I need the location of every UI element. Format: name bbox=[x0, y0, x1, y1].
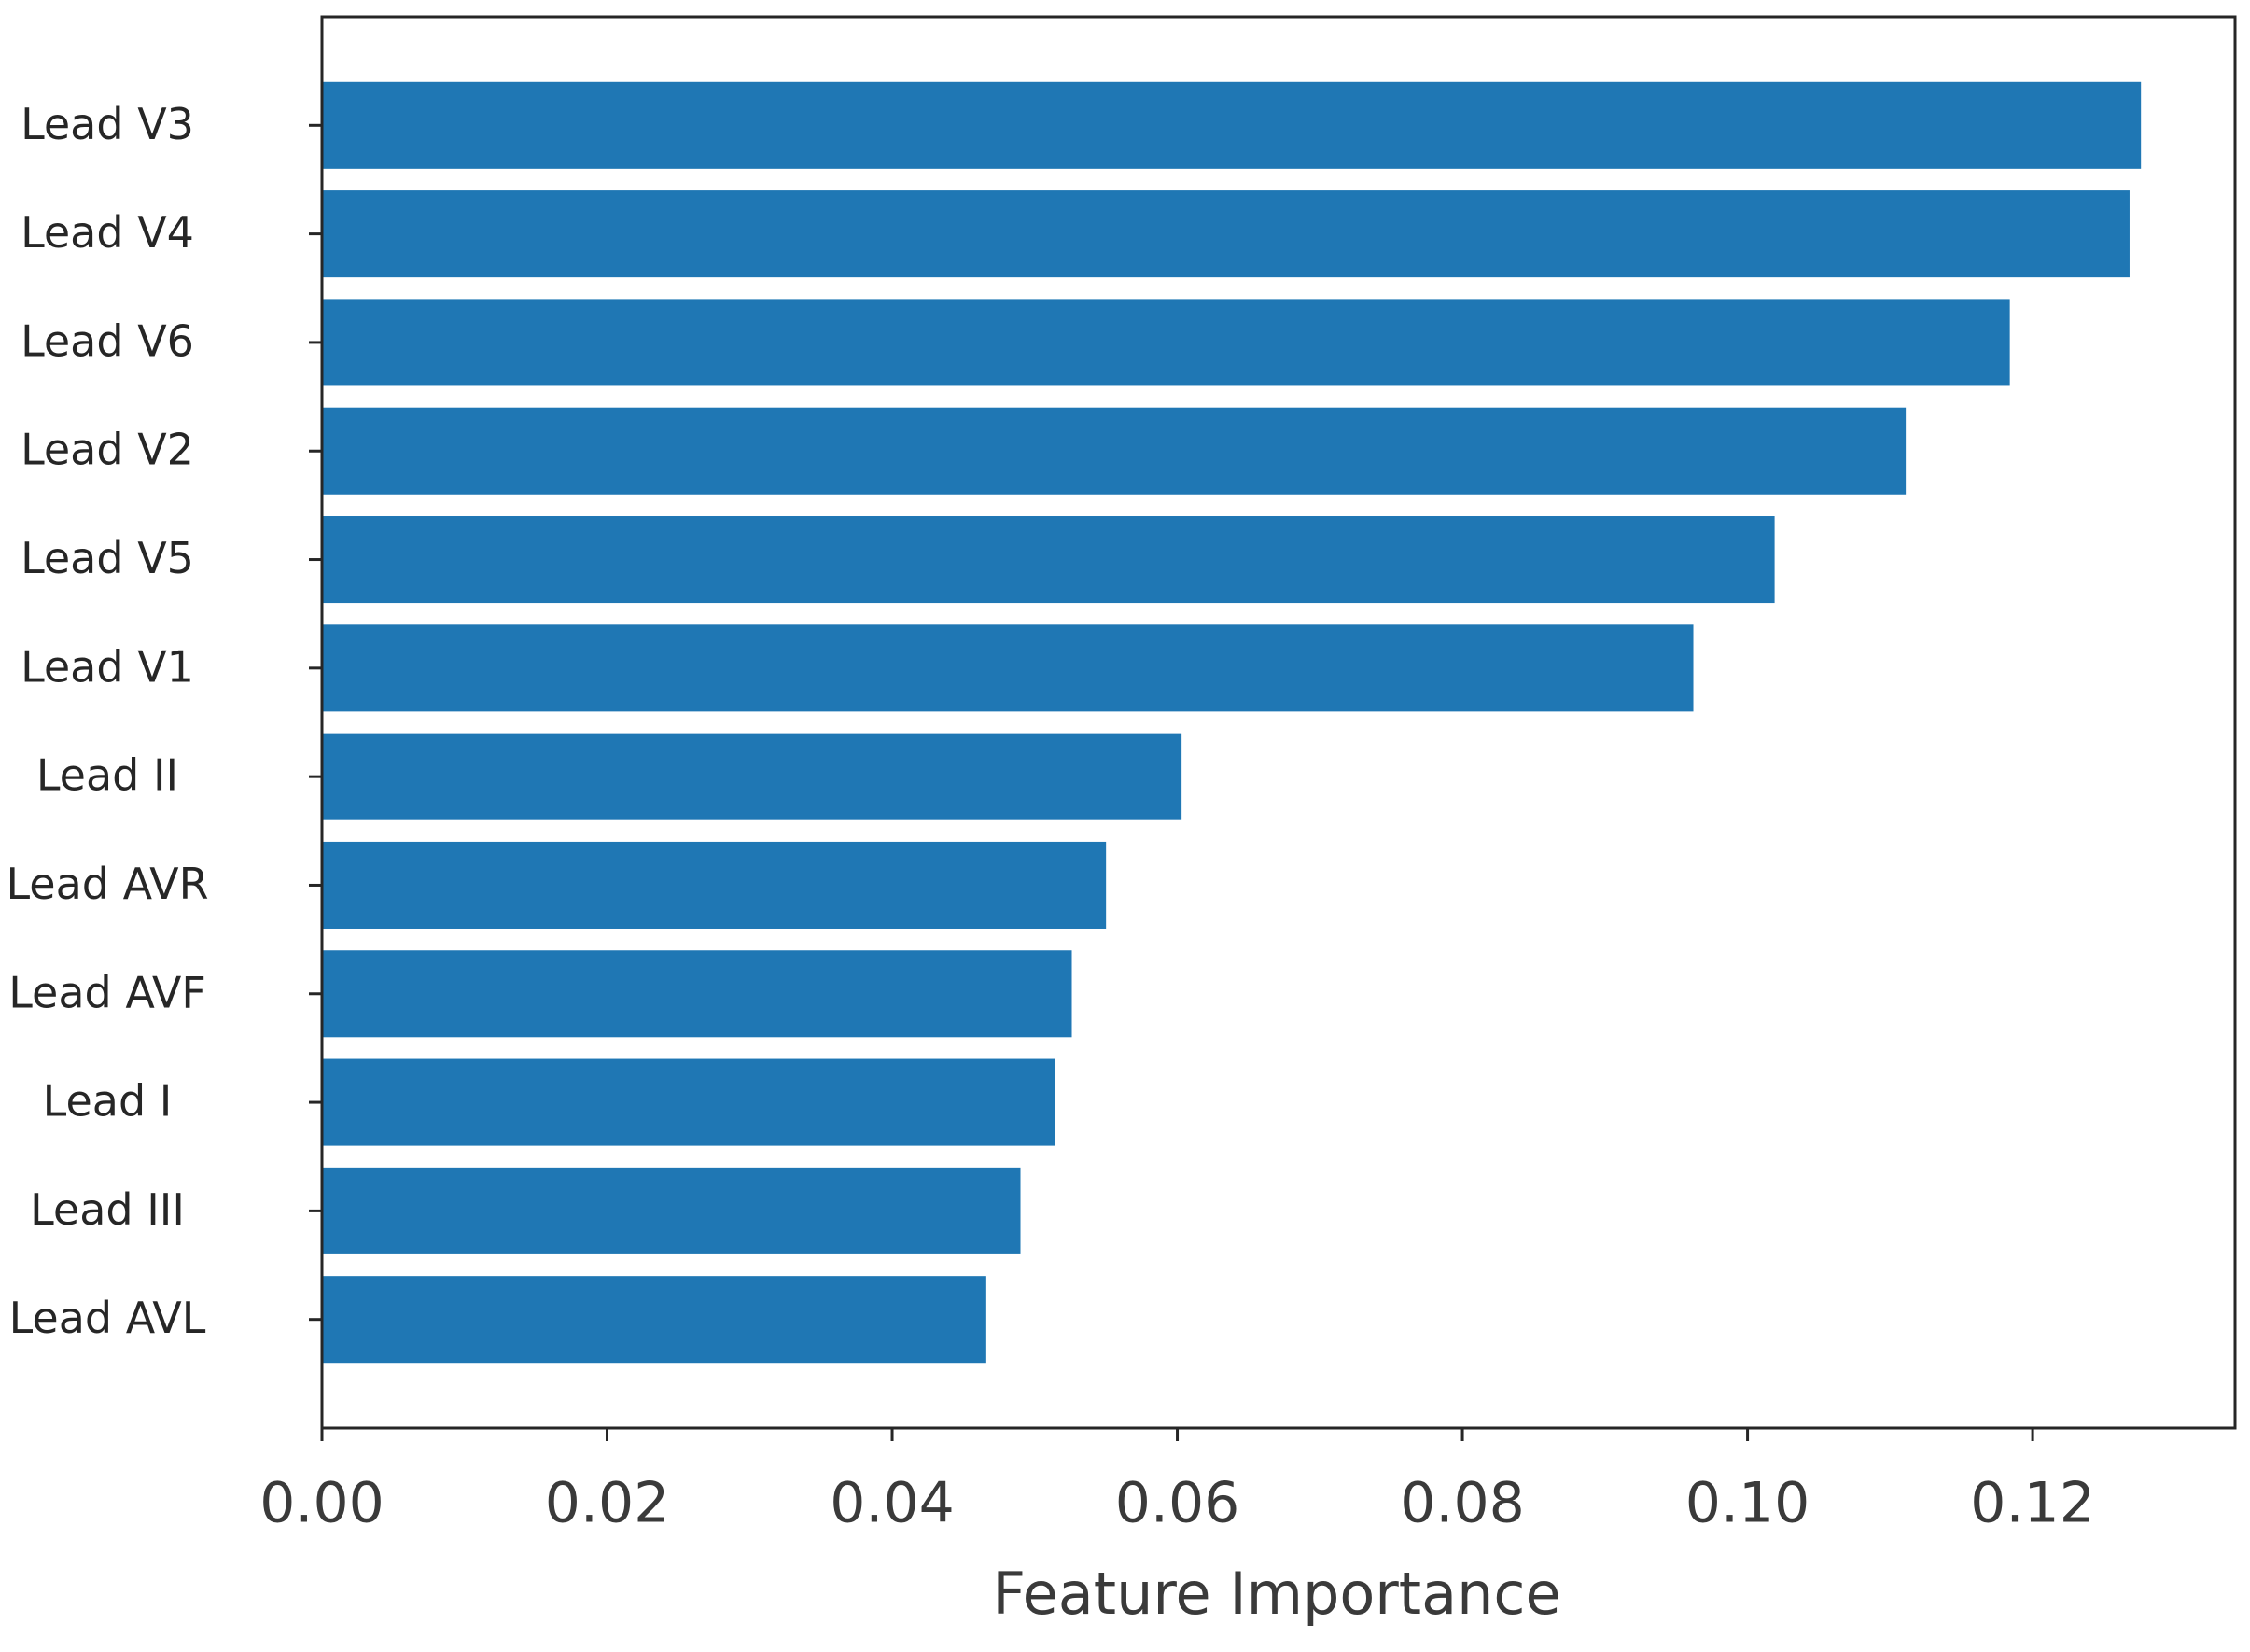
y-tick-label: Lead II bbox=[36, 750, 178, 801]
bar bbox=[322, 1276, 986, 1364]
y-tick-label: Lead AVL bbox=[9, 1293, 206, 1343]
bar bbox=[322, 1058, 1055, 1146]
x-tick-label: 0.10 bbox=[1685, 1471, 1810, 1536]
y-tick-label: Lead AVF bbox=[8, 967, 206, 1017]
x-tick-label: 0.00 bbox=[259, 1471, 384, 1536]
bar bbox=[322, 950, 1072, 1038]
y-tick-label: Lead V6 bbox=[21, 315, 194, 366]
x-tick-label: 0.06 bbox=[1115, 1471, 1240, 1536]
y-tick-label: Lead AVR bbox=[6, 859, 208, 909]
plot-frame bbox=[320, 15, 2237, 1430]
x-tick-label: 0.12 bbox=[1970, 1471, 2095, 1536]
bar bbox=[322, 1167, 1021, 1254]
y-tick-label: Lead V3 bbox=[21, 99, 194, 149]
x-tick-label: 0.04 bbox=[830, 1471, 955, 1536]
y-tick-label: Lead III bbox=[30, 1184, 185, 1235]
x-axis-label: Feature Importance bbox=[992, 1560, 1560, 1628]
bar bbox=[322, 299, 2010, 386]
bar bbox=[322, 841, 1107, 929]
y-tick-label: Lead V5 bbox=[21, 533, 194, 583]
bar bbox=[322, 516, 1775, 604]
x-tick-label: 0.08 bbox=[1400, 1471, 1525, 1536]
y-tick-label: Lead V1 bbox=[21, 641, 194, 692]
y-tick-label: Lead I bbox=[43, 1076, 173, 1127]
bar bbox=[322, 407, 1907, 495]
bar bbox=[322, 624, 1694, 712]
bar bbox=[322, 190, 2130, 278]
y-tick-label: Lead V2 bbox=[21, 425, 194, 475]
bar bbox=[322, 81, 2142, 169]
x-tick-label: 0.02 bbox=[545, 1471, 670, 1536]
bar bbox=[322, 733, 1182, 820]
y-tick-label: Lead V4 bbox=[21, 207, 194, 258]
